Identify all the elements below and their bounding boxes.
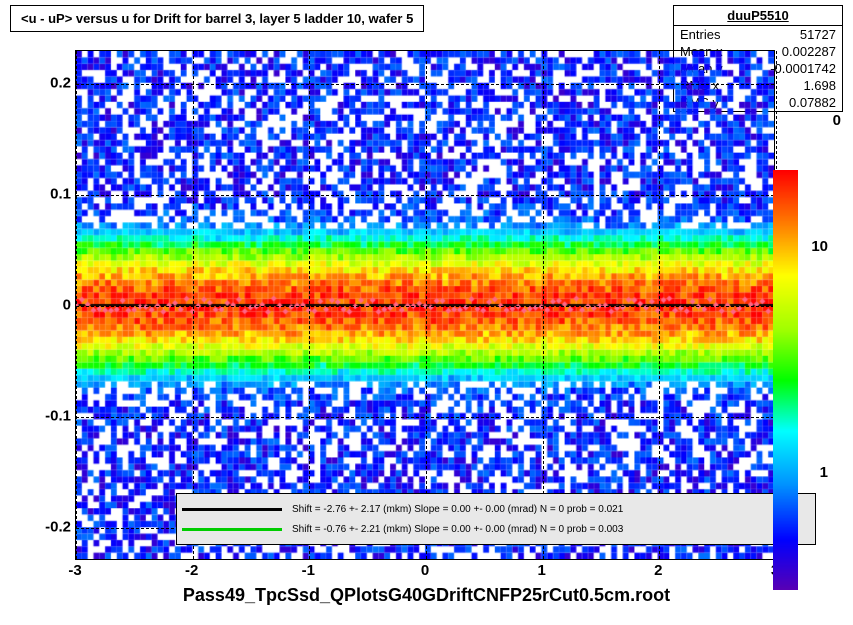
colorbar-overflow-label: 0 (833, 112, 841, 129)
x-tick-label: -3 (68, 562, 81, 579)
legend-row-0: Shift = -2.76 +- 2.17 (mkm) Slope = 0.00… (182, 499, 810, 519)
grid-h (76, 84, 774, 85)
grid-v (309, 51, 310, 559)
root-chart: <u - uP> versus u for Drift for barrel 3… (0, 0, 853, 625)
heatmap-canvas (76, 51, 774, 559)
plot-area: Shift = -2.76 +- 2.17 (mkm) Slope = 0.00… (75, 50, 775, 560)
colorbar (773, 170, 798, 590)
x-tick-label: 1 (537, 562, 545, 579)
grid-h (76, 306, 774, 307)
legend-text-0: Shift = -2.76 +- 2.17 (mkm) Slope = 0.00… (292, 504, 623, 515)
stats-value: 0.002287 (782, 44, 836, 59)
fit-legend: Shift = -2.76 +- 2.17 (mkm) Slope = 0.00… (176, 493, 816, 545)
colorbar-tick: 1 (820, 464, 828, 481)
grid-v (76, 51, 77, 559)
y-tick-label: 0 (63, 297, 71, 314)
grid-v (193, 51, 194, 559)
legend-row-1: Shift = -0.76 +- 2.21 (mkm) Slope = 0.00… (182, 519, 810, 539)
x-tick-label: -1 (302, 562, 315, 579)
y-tick-label: -0.1 (45, 407, 71, 424)
y-tick-label: 0.1 (50, 186, 71, 203)
stats-value: -0.0001742 (770, 61, 836, 76)
grid-v (659, 51, 660, 559)
grid-v (543, 51, 544, 559)
file-label: Pass49_TpcSsd_QPlotsG40GDriftCNFP25rCut0… (0, 585, 853, 606)
stats-label: Entries (680, 27, 720, 42)
stats-value: 1.698 (803, 78, 836, 93)
grid-h (76, 195, 774, 196)
stats-value: 0.07882 (789, 95, 836, 110)
x-tick-label: 2 (654, 562, 662, 579)
legend-text-1: Shift = -0.76 +- 2.21 (mkm) Slope = 0.00… (292, 524, 623, 535)
stats-name: duuP5510 (674, 6, 842, 26)
legend-line-1 (182, 528, 282, 531)
x-tick-label: 0 (421, 562, 429, 579)
grid-v (426, 51, 427, 559)
colorbar-tick: 10 (811, 238, 828, 255)
y-tick-label: -0.2 (45, 518, 71, 535)
y-tick-label: 0.2 (50, 75, 71, 92)
chart-title: <u - uP> versus u for Drift for barrel 3… (10, 5, 424, 32)
stats-entries: Entries 51727 (674, 26, 842, 43)
x-tick-label: -2 (185, 562, 198, 579)
legend-line-0 (182, 508, 282, 511)
stats-value: 51727 (800, 27, 836, 42)
grid-h (76, 417, 774, 418)
